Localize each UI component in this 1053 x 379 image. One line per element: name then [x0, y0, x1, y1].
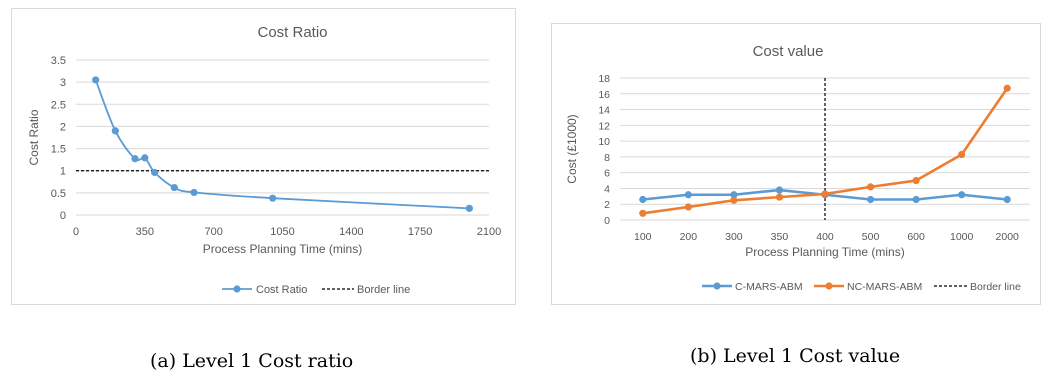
y-tick-label: 4 [604, 183, 610, 195]
cost-value-chart-panel: Cost value 0 2 4 6 8 10 12 14 16 18 100 200 300 350 400… [551, 23, 1041, 305]
c-mars-abm-point [684, 191, 692, 199]
nc-mars-abm-point [958, 150, 966, 159]
cost-ratio-point [465, 204, 473, 212]
cost-ratio-chart-panel: Cost Ratio 0 0.5 1 1.5 2 2.5 3 3.5 0 350 700 1050 140… [11, 8, 516, 305]
cost-ratio-point [111, 127, 119, 135]
y-tick-label: 1 [60, 166, 66, 178]
cost-ratio-point [141, 154, 149, 162]
y-tick-label: 12 [598, 120, 610, 132]
y-tick-label: 2 [604, 199, 610, 211]
y-tick-label: 3.5 [51, 55, 66, 67]
legend-label-cost-ratio: Cost Ratio [256, 284, 307, 296]
nc-mars-abm-point [821, 190, 829, 198]
cost-ratio-point [190, 188, 198, 197]
x-tick-label: 300 [725, 231, 743, 243]
x-axis-label: Process Planning Time (mins) [745, 245, 904, 259]
nc-mars-abm-point [912, 176, 920, 185]
nc-mars-abm-point [1003, 84, 1011, 92]
legend-label-border-line: Border line [357, 284, 410, 296]
caption-a: (a) Level 1 Cost ratio [150, 350, 354, 372]
legend-label-border-line: Border line [970, 281, 1021, 293]
c-mars-abm-point [775, 186, 784, 194]
x-tick-label: 0 [73, 226, 79, 238]
c-mars-abm-point [639, 195, 647, 204]
y-axis-label: Cost (£1000) [565, 114, 579, 183]
y-tick-label: 14 [598, 105, 610, 117]
x-tick-label: 600 [907, 231, 925, 243]
y-tick-label: 0 [60, 210, 66, 222]
y-tick-label: 3 [60, 77, 66, 89]
legend-marker-nc-mars-abm [825, 282, 833, 290]
legend-label-c-mars-abm: C-MARS-ABM [735, 281, 803, 293]
x-tick-label: 2000 [996, 231, 1020, 243]
x-tick-label: 700 [204, 226, 222, 238]
c-mars-abm-point [730, 191, 738, 199]
x-tick-label: 200 [680, 231, 698, 243]
y-tick-label: 0 [604, 215, 610, 227]
x-tick-label: 400 [816, 231, 834, 243]
y-tick-label: 2.5 [51, 99, 66, 111]
x-tick-label: 2100 [477, 226, 501, 238]
caption-b: (b) Level 1 Cost value [690, 345, 901, 367]
x-tick-label: 350 [136, 226, 154, 238]
legend-label-nc-mars-abm: NC-MARS-ABM [847, 281, 922, 293]
y-tick-label: 0.5 [51, 188, 66, 200]
y-tick-label: 2 [60, 121, 66, 133]
x-tick-label: 100 [634, 231, 652, 243]
c-mars-abm-point [912, 195, 920, 204]
x-axis-label: Process Planning Time (mins) [203, 242, 362, 256]
cost-ratio-series-line [94, 79, 470, 210]
x-tick-label: 500 [862, 231, 880, 243]
cost-ratio-point [151, 168, 159, 177]
y-tick-label: 6 [604, 168, 610, 180]
c-mars-abm-point [958, 191, 966, 199]
cost-ratio-point [92, 76, 100, 84]
y-tick-label: 10 [598, 136, 610, 148]
x-tick-label: 350 [771, 231, 789, 243]
chart-title: Cost Ratio [257, 24, 327, 41]
legend-marker-c-mars-abm [713, 282, 721, 290]
cost-ratio-point [170, 183, 178, 192]
x-tick-label: 1050 [270, 226, 294, 238]
y-tick-label: 8 [604, 152, 610, 164]
nc-mars-abm-point [730, 196, 738, 204]
cost-ratio-point [131, 155, 139, 163]
x-tick-label: 1750 [408, 226, 432, 238]
c-mars-abm-point [1003, 195, 1011, 204]
nc-mars-abm-point [684, 203, 692, 211]
x-tick-label: 1400 [339, 226, 363, 238]
nc-mars-abm-point [866, 183, 875, 191]
cost-ratio-point [269, 194, 277, 202]
chart-title: Cost value [753, 43, 824, 60]
cost-value-chart: Cost value 0 2 4 6 8 10 12 14 16 18 100 200 300 350 400… [565, 43, 1030, 293]
cost-ratio-chart: Cost Ratio 0 0.5 1 1.5 2 2.5 3 3.5 0 350 700 1050 140… [27, 24, 501, 296]
x-tick-label: 1000 [950, 231, 974, 243]
nc-mars-abm-point [775, 193, 784, 201]
y-tick-label: 16 [598, 89, 610, 101]
nc-mars-abm-point [639, 209, 647, 217]
legend-marker-cost-ratio [233, 285, 241, 293]
y-axis-label: Cost Ratio [27, 109, 41, 165]
y-tick-label: 18 [598, 73, 610, 85]
y-tick-label: 1.5 [51, 144, 66, 156]
c-mars-abm-point [866, 195, 875, 204]
